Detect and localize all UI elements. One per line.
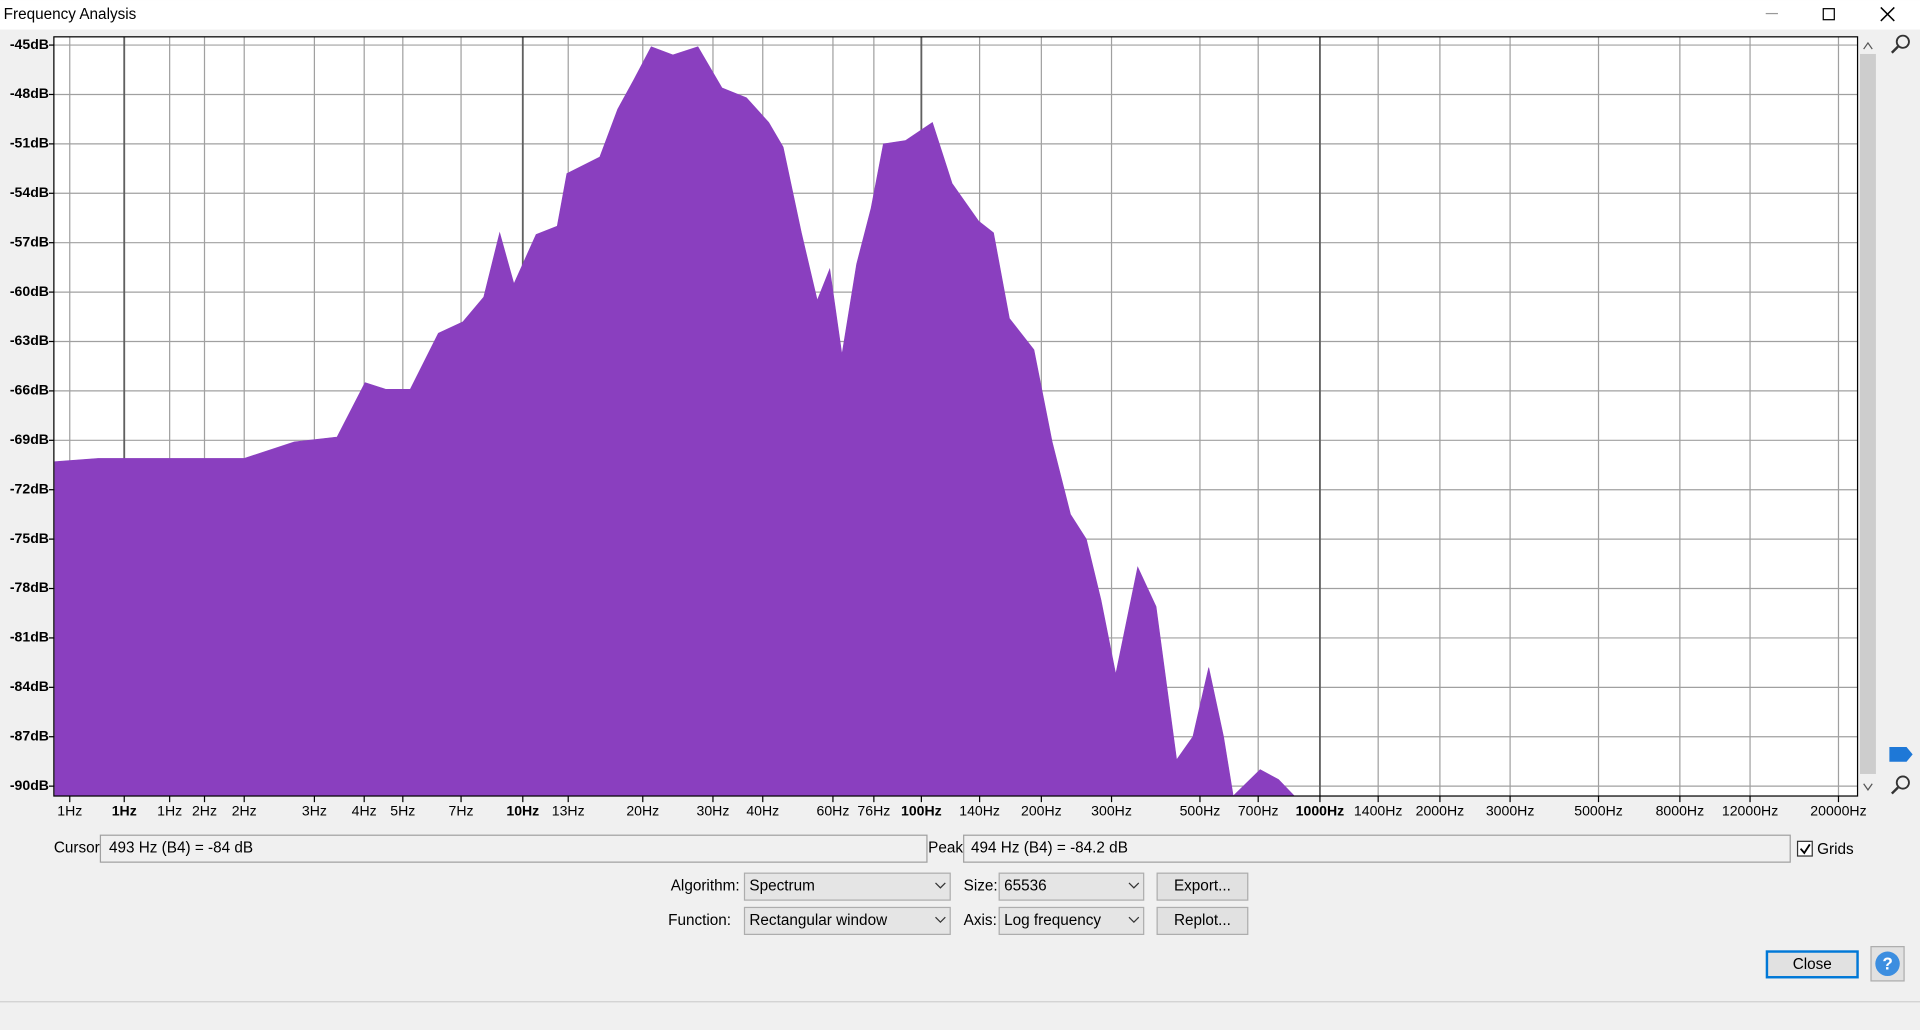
y-tick-label: -51dB xyxy=(10,135,49,151)
grids-checkbox[interactable] xyxy=(1796,840,1813,857)
y-tick-label: -60dB xyxy=(10,283,49,299)
x-tick-label: 7Hz xyxy=(449,803,474,819)
chevron xyxy=(1128,916,1140,924)
axis-value: Log frequency xyxy=(1004,912,1101,929)
x-tick-label: 4Hz xyxy=(352,803,377,819)
x-tick-label: 1Hz xyxy=(57,803,82,819)
x-tick-label: 12000Hz xyxy=(1722,803,1778,819)
close-button[interactable] xyxy=(1765,950,1859,979)
x-tick-label: 5000Hz xyxy=(1574,803,1623,819)
x-tick-label: 140Hz xyxy=(959,803,1000,819)
x-tick-label: 5Hz xyxy=(390,803,415,819)
cursor-value: 493 Hz (B4) = -84 dB xyxy=(109,840,253,857)
cursor-box xyxy=(99,834,928,863)
window-title: Frequency Analysis xyxy=(4,6,137,23)
replot-label: Replot... xyxy=(1174,912,1231,929)
x-tick-label: 1Hz xyxy=(157,803,182,819)
x-tick-label: 700Hz xyxy=(1238,803,1279,819)
grids-check xyxy=(1799,843,1811,855)
x-tick-label: 2Hz xyxy=(192,803,217,819)
x-tick-label: 3000Hz xyxy=(1486,803,1535,819)
x-tick-label: 2000Hz xyxy=(1416,803,1465,819)
algorithm-label: Algorithm: xyxy=(671,878,740,895)
y-tick-label: -69dB xyxy=(10,431,49,447)
spectrum-area xyxy=(54,46,1296,797)
x-tick-label: 1000Hz xyxy=(1296,803,1345,819)
x-tick-label: 200Hz xyxy=(1021,803,1062,819)
y-tick-label: -63dB xyxy=(10,332,49,348)
chevron xyxy=(935,916,946,924)
x-tick-label: 1Hz xyxy=(112,803,137,819)
function-value: Rectangular window xyxy=(749,912,888,929)
zoom-out[interactable] xyxy=(1890,775,1910,795)
x-tick-label: 8000Hz xyxy=(1656,803,1705,819)
chevron xyxy=(1128,882,1140,889)
help-label: ? xyxy=(1882,954,1892,974)
y-tick-label: -66dB xyxy=(10,382,49,398)
axis-label: Axis: xyxy=(964,912,997,929)
peak-value: 494 Hz (B4) = -84.2 dB xyxy=(971,840,1128,857)
algorithm-value: Spectrum xyxy=(749,878,814,895)
y-tick-label: -54dB xyxy=(10,184,49,200)
x-tick-label: 76Hz xyxy=(857,803,890,819)
help-icon xyxy=(1875,951,1900,977)
y-tick-label: -84dB xyxy=(10,678,49,694)
y-tick-label: -78dB xyxy=(10,579,49,595)
zoom-in[interactable] xyxy=(1890,34,1910,54)
replot-button[interactable] xyxy=(1156,906,1249,935)
y-tick-label: -48dB xyxy=(10,85,49,101)
x-tick-label: 30Hz xyxy=(697,803,730,819)
y-tick-label: -57dB xyxy=(10,233,49,249)
cursor-label: Cursor: xyxy=(54,840,104,857)
x-tick-label: 60Hz xyxy=(817,803,850,819)
grids-label: Grids xyxy=(1817,841,1854,858)
x-tick-label: 13Hz xyxy=(552,803,585,819)
title-bar xyxy=(0,0,1920,30)
peak-label: Peak: xyxy=(928,840,967,857)
size-label: Size: xyxy=(964,878,998,895)
y-tick-label: -45dB xyxy=(10,36,49,52)
scroll-down[interactable] xyxy=(1863,783,1873,791)
x-tick-label: 20000Hz xyxy=(1810,803,1866,819)
plot xyxy=(53,36,1858,797)
zoom-slider[interactable] xyxy=(1889,747,1913,762)
scrollbar[interactable] xyxy=(1860,53,1876,774)
x-tick-label: 20Hz xyxy=(626,803,659,819)
y-tick-label: -75dB xyxy=(10,530,49,546)
size-value: 65536 xyxy=(1004,878,1047,895)
close-window[interactable] xyxy=(1880,6,1895,22)
restore[interactable] xyxy=(1822,8,1835,21)
size-dropdown[interactable] xyxy=(998,872,1145,901)
axis-dropdown[interactable] xyxy=(998,906,1145,935)
function-dropdown[interactable] xyxy=(743,906,951,935)
chevron xyxy=(935,882,946,889)
scroll-up[interactable] xyxy=(1863,41,1873,50)
close-label: Close xyxy=(1793,956,1832,973)
x-tick-label: 100Hz xyxy=(901,803,942,819)
y-tick-label: -87dB xyxy=(10,727,49,743)
export-button[interactable] xyxy=(1156,872,1249,901)
y-tick-label: -90dB xyxy=(10,777,49,793)
x-tick-label: 3Hz xyxy=(302,803,327,819)
algorithm-dropdown[interactable] xyxy=(743,872,951,901)
function-label: Function: xyxy=(668,912,731,929)
x-tick-label: 40Hz xyxy=(746,803,779,819)
x-tick-label: 300Hz xyxy=(1091,803,1132,819)
plot-frame xyxy=(53,36,1859,797)
x-tick-label: 2Hz xyxy=(232,803,257,819)
y-tick-label: -72dB xyxy=(10,480,49,496)
y-tick-label: -81dB xyxy=(10,629,49,645)
x-tick-label: 1400Hz xyxy=(1354,803,1403,819)
export-label: Export... xyxy=(1174,878,1231,895)
x-tick-label: 10Hz xyxy=(506,803,539,819)
peak-box xyxy=(963,834,1791,863)
x-tick-label: 500Hz xyxy=(1180,803,1221,819)
